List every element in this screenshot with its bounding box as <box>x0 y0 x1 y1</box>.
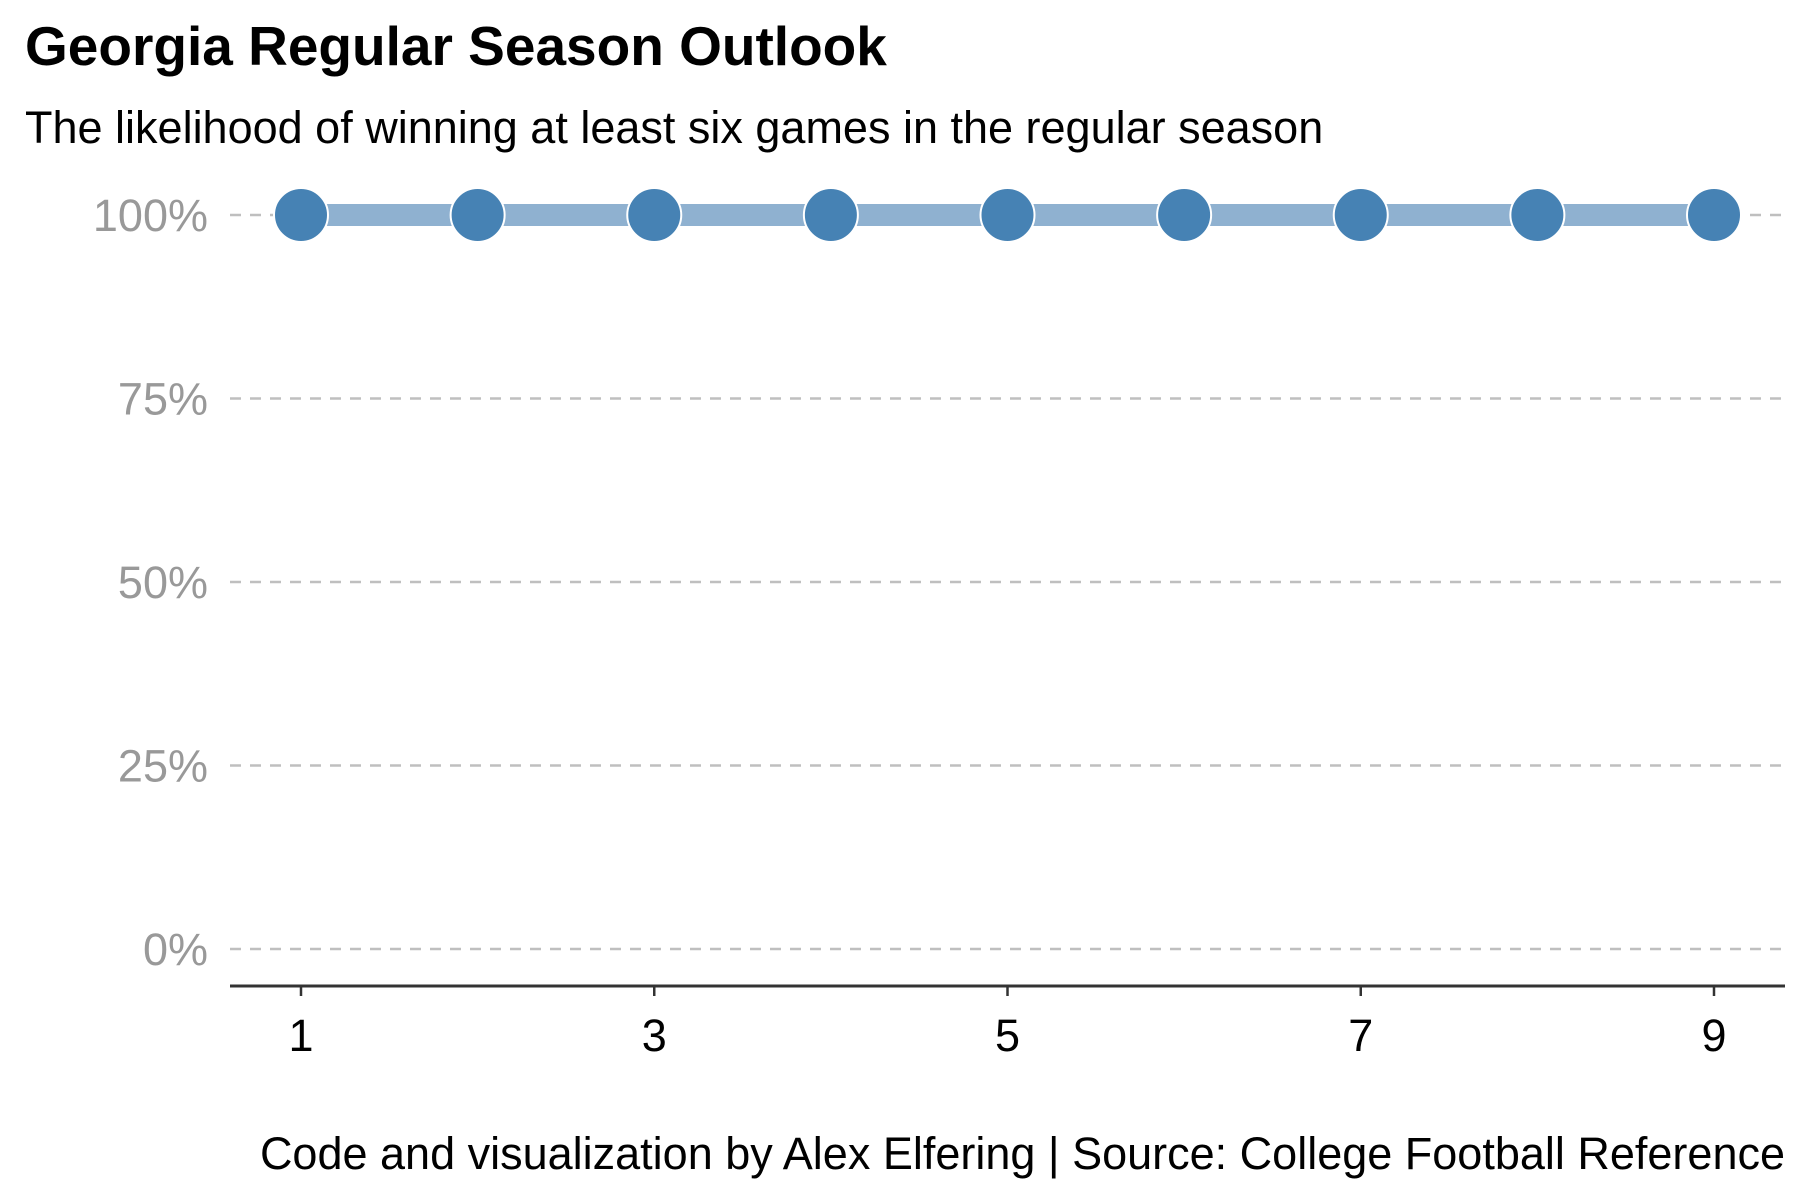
y-tick-label: 50% <box>118 557 208 608</box>
data-point <box>273 187 329 243</box>
series-layer <box>273 187 1742 243</box>
x-tick-label: 5 <box>995 1010 1020 1061</box>
x-tick-label: 1 <box>288 1010 313 1061</box>
grid-layer <box>230 213 1785 951</box>
data-point <box>1156 187 1213 243</box>
chart-title: Georgia Regular Season Outlook <box>25 15 887 77</box>
y-tick-label: 25% <box>118 741 208 792</box>
chart-subtitle: The likelihood of winning at least six g… <box>25 102 1324 153</box>
y-tick-label: 75% <box>118 374 208 425</box>
y-tick-label: 100% <box>93 190 208 241</box>
chart-caption: Code and visualization by Alex Elfering … <box>259 1128 1785 1179</box>
data-point <box>1332 187 1389 243</box>
data-point <box>626 187 683 243</box>
data-point <box>979 187 1036 243</box>
data-point <box>449 187 506 243</box>
y-tick-label: 0% <box>143 924 208 975</box>
axis-layer: 0% 25% 50% 75% 100% 1 3 5 7 9 <box>93 190 1785 1061</box>
x-tick-label: 9 <box>1701 1010 1726 1061</box>
x-tick-label: 7 <box>1348 1010 1373 1061</box>
x-tick-label: 3 <box>642 1010 667 1061</box>
data-point <box>1686 187 1742 243</box>
data-point <box>1509 187 1566 243</box>
data-point <box>802 187 859 243</box>
